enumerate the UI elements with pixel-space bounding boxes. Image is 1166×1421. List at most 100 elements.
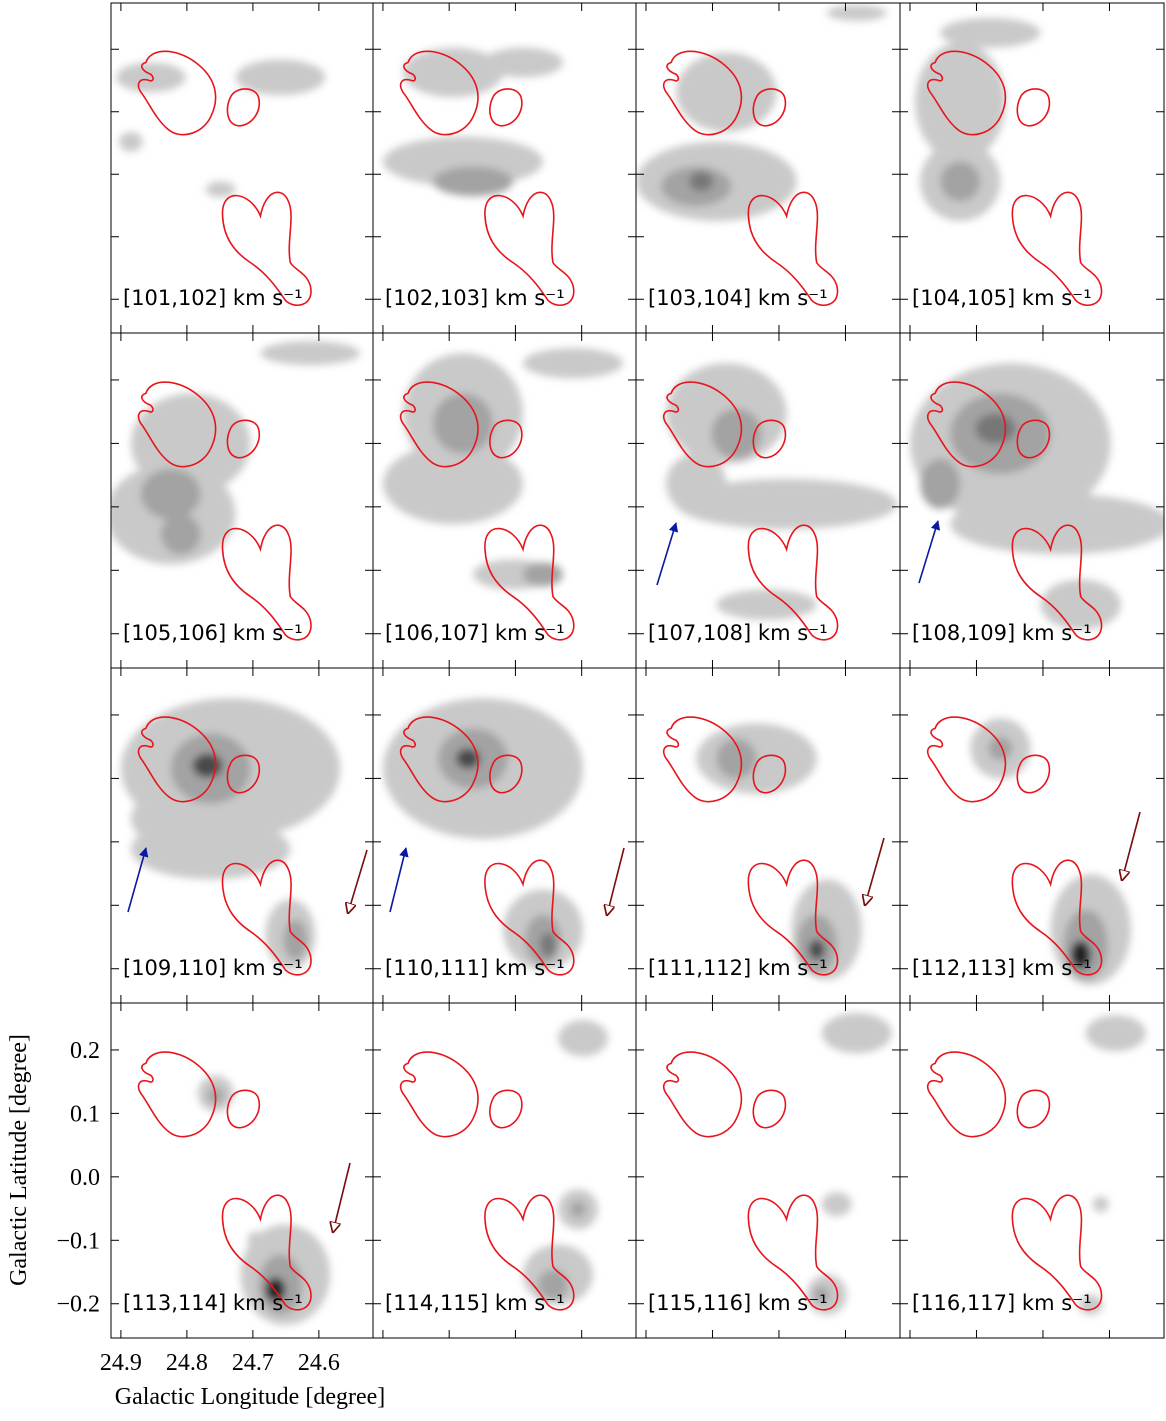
- contour: [399, 381, 479, 468]
- contour: [752, 419, 787, 459]
- contour: [137, 50, 217, 136]
- emission-blob: [666, 453, 727, 515]
- emission-blob: [1085, 1015, 1146, 1052]
- emission-blob: [130, 798, 171, 840]
- contour: [137, 381, 217, 468]
- emission: [970, 718, 1131, 985]
- contour: [221, 1194, 312, 1311]
- panel-label: [115,116] km s⁻¹: [648, 1291, 828, 1315]
- panel-label: [111,112] km s⁻¹: [648, 956, 828, 980]
- emission-layer: [970, 718, 1131, 985]
- contour: [662, 716, 743, 803]
- emission-blob: [940, 17, 1041, 48]
- contour: [137, 716, 217, 803]
- x-axis-label: Galactic Longitude [degree]: [115, 1384, 386, 1410]
- emission-blob: [235, 59, 326, 96]
- panel: [107,108] km s⁻¹: [635, 332, 901, 669]
- emission-blob: [160, 514, 201, 555]
- panel-label: [103,104] km s⁻¹: [648, 286, 828, 310]
- x-tick-label: 24.8: [166, 1350, 208, 1376]
- panel-label: [102,103] km s⁻¹: [385, 286, 565, 310]
- emission-layer: [523, 1020, 608, 1305]
- emission-blob: [689, 171, 714, 192]
- contour: [399, 1051, 479, 1138]
- emission-blob: [130, 818, 291, 880]
- arrow: [389, 847, 409, 913]
- panel: [109,110] km s⁻¹: [110, 667, 374, 1004]
- emission-layer: [383, 47, 563, 197]
- red-contours: [662, 381, 839, 641]
- panel: [115,116] km s⁻¹: [635, 1002, 901, 1339]
- panel: [113,114] km s⁻¹: [110, 1002, 374, 1339]
- contour: [747, 1194, 839, 1311]
- emission-layer: [383, 348, 623, 590]
- contour: [226, 419, 261, 459]
- emission-blob: [456, 748, 480, 769]
- contour: [747, 191, 839, 306]
- panel-label: [107,108] km s⁻¹: [648, 621, 828, 645]
- contour: [489, 419, 523, 459]
- emission-blob: [808, 939, 825, 960]
- emission-blob: [192, 753, 223, 778]
- contour: [484, 524, 575, 641]
- emission-layer: [915, 17, 1041, 222]
- panel-label: [106,107] km s⁻¹: [385, 621, 565, 645]
- emission: [910, 363, 1164, 630]
- emission-blob: [383, 443, 523, 525]
- arrow: [918, 520, 941, 584]
- arrow: [333, 1162, 351, 1232]
- panel-frame: [635, 667, 901, 1004]
- emission-blob: [716, 589, 817, 620]
- emission: [197, 1075, 331, 1325]
- panel-label: [108,109] km s⁻¹: [912, 621, 1092, 645]
- emission-blob: [483, 47, 563, 78]
- emission-blob: [1092, 1196, 1109, 1213]
- contour: [226, 88, 261, 127]
- contour: [1011, 1194, 1103, 1311]
- red-contours: [662, 716, 839, 976]
- emission-blob: [523, 562, 563, 587]
- panel-frame: [110, 1002, 374, 1339]
- emission-blob: [716, 738, 757, 779]
- y-tick-label: −0.1: [56, 1228, 100, 1254]
- emission-blob: [433, 393, 493, 454]
- emission-layer: [197, 1075, 331, 1325]
- contour: [221, 191, 312, 306]
- contour: [137, 1051, 217, 1138]
- emission-blob: [433, 166, 513, 197]
- emission-blob: [988, 736, 1013, 761]
- x-tick-label: 24.7: [232, 1350, 274, 1376]
- contour: [747, 524, 839, 641]
- y-tick-label: −0.2: [56, 1292, 100, 1318]
- panel-label: [116,117] km s⁻¹: [912, 1291, 1092, 1315]
- panel: [103,104] km s⁻¹: [635, 2, 901, 334]
- emission: [120, 698, 341, 970]
- contour: [226, 754, 261, 794]
- emission-blob: [283, 919, 308, 960]
- contour: [1016, 419, 1051, 459]
- emission: [383, 348, 623, 590]
- contour: [662, 1051, 743, 1138]
- contour: [662, 50, 743, 136]
- panel: [104,105] km s⁻¹: [899, 2, 1165, 334]
- emission-blob: [140, 468, 201, 520]
- contour: [662, 381, 743, 468]
- emission-blob: [696, 723, 817, 794]
- emission: [696, 723, 862, 980]
- emission-layer: [666, 363, 897, 620]
- contour: [1016, 1089, 1051, 1129]
- emission-layer: [910, 363, 1164, 630]
- contour: [1016, 754, 1051, 794]
- emission-blob: [813, 1286, 830, 1303]
- x-tick-label: 24.9: [100, 1350, 142, 1376]
- red-contours: [399, 50, 575, 306]
- contour: [489, 1089, 523, 1129]
- emission: [1078, 1015, 1146, 1315]
- panel: [102,103] km s⁻¹: [372, 2, 637, 334]
- panel: [105,106] km s⁻¹: [110, 332, 374, 669]
- panel-frame: [110, 2, 374, 334]
- contour: [1011, 524, 1103, 641]
- contour: [1016, 88, 1051, 127]
- emission-blob: [915, 42, 1006, 162]
